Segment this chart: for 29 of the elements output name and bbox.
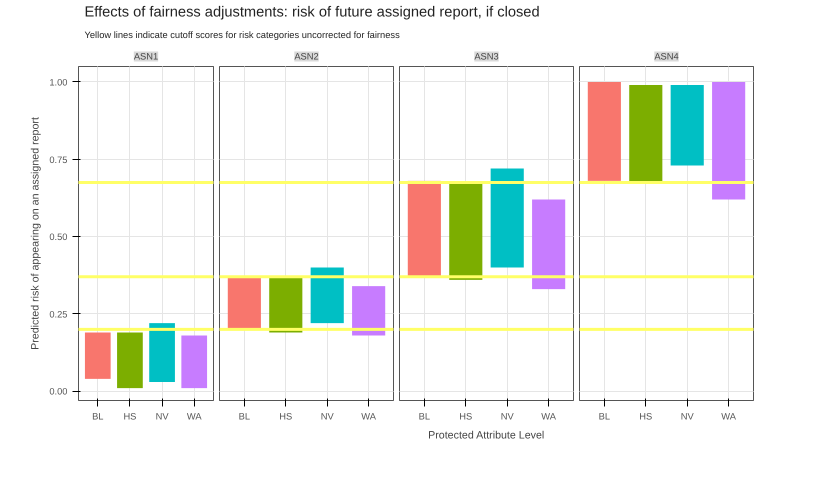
y-tick-label: 0.75 [49,154,68,165]
x-tick-label: WA [721,412,737,422]
x-tick-label: WA [541,412,557,422]
x-axis-title: Protected Attribute Level [428,430,544,442]
x-tick-label: HS [639,412,652,422]
x-tick-label: BL [238,412,250,422]
x-tick-label: BL [418,412,430,422]
y-axis-title: Predicted risk of appearing on an assigned report [29,117,42,350]
chart-title: ASN1 [134,52,158,62]
x-tick-label: HS [279,412,292,422]
chart-title: ASN2 [294,52,319,62]
y-tick-label: 0.50 [49,232,68,242]
y-tick-label: 1.00 [49,77,68,88]
x-tick-label: BL [598,412,610,422]
x-tick-label: NV [320,412,334,422]
text: Effects of fairness adjustments: risk of future assigned report, if closed [84,4,540,20]
chart-title: ASN3 [474,52,499,62]
x-tick-label: NV [156,412,170,422]
x-tick-label: NV [500,412,514,422]
chart-title: ASN4 [654,52,679,62]
text: Yellow lines indicate cutoff scores for risk categories uncorrected for fairness [84,30,400,40]
x-tick-label: WA [186,412,202,422]
x-tick-label: HS [123,412,136,422]
x-tick-label: NV [680,412,694,422]
x-tick-label: HS [459,412,472,422]
y-tick-label: 0.00 [49,386,68,397]
y-tick-label: 0.25 [49,309,68,320]
x-tick-label: WA [361,412,377,422]
x-tick-label: BL [92,412,104,422]
